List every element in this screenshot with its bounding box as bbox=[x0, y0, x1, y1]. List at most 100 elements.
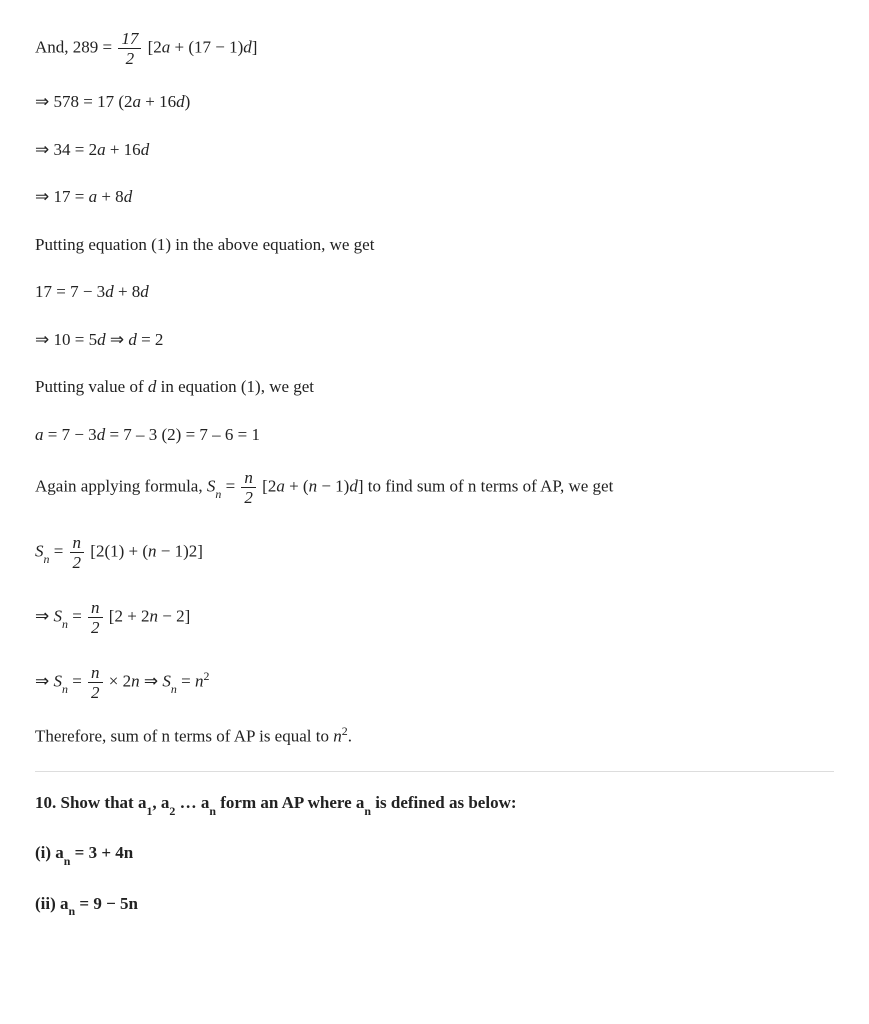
text: (ii) bbox=[35, 894, 60, 913]
step-equation-7: a = 7 − 3d = 7 – 3 (2) = 7 – 6 = 1 bbox=[35, 422, 834, 448]
text: in equation (1), we get bbox=[156, 377, 314, 396]
text: ⇒ bbox=[144, 671, 163, 690]
subscript-n: n bbox=[215, 487, 221, 501]
separator bbox=[35, 771, 834, 772]
text: form an AP where a bbox=[216, 793, 364, 812]
denominator: 2 bbox=[88, 618, 103, 636]
text: × 2 bbox=[109, 671, 131, 690]
text: And, bbox=[35, 37, 73, 56]
var-a: a bbox=[133, 92, 142, 111]
step-equation-6: ⇒ 10 = 5d ⇒ d = 2 bbox=[35, 327, 834, 353]
text: = bbox=[54, 541, 68, 560]
question-10: 10. Show that a1, a2 … an form an AP whe… bbox=[35, 790, 834, 818]
text: ] bbox=[252, 37, 258, 56]
text: − 1)2] bbox=[157, 541, 203, 560]
numerator: n bbox=[241, 469, 256, 488]
fraction: n 2 bbox=[88, 599, 103, 636]
denominator: 2 bbox=[88, 683, 103, 701]
step-equation-3: ⇒ 34 = 2a + 16d bbox=[35, 137, 834, 163]
text: = bbox=[181, 671, 195, 690]
numerator: 17 bbox=[118, 30, 141, 49]
var-d: d bbox=[128, 330, 137, 349]
subscript-n: n bbox=[62, 617, 68, 631]
fraction: 17 2 bbox=[118, 30, 141, 67]
text: + 8 bbox=[114, 282, 141, 301]
numerator: n bbox=[88, 664, 103, 683]
var-a: a bbox=[55, 843, 64, 862]
var-n: n bbox=[131, 671, 140, 690]
subscript-1: 1 bbox=[146, 804, 152, 818]
text: = bbox=[72, 606, 86, 625]
var-d: d bbox=[97, 330, 106, 349]
subscript-n: n bbox=[64, 854, 71, 868]
step-equation-10: ⇒ Sn = n 2 × 2n ⇒ Sn = n2 bbox=[35, 664, 834, 701]
text: , bbox=[152, 793, 161, 812]
var-S: S bbox=[35, 541, 44, 560]
question-10-i: (i) an = 3 + 4n bbox=[35, 840, 834, 868]
text: ] bbox=[358, 476, 364, 495]
text: − 2] bbox=[158, 606, 190, 625]
var-a: a bbox=[276, 476, 285, 495]
denominator: 2 bbox=[70, 553, 85, 571]
text: ⇒ bbox=[106, 330, 129, 349]
text: is defined as below: bbox=[371, 793, 516, 812]
text: [2 bbox=[148, 37, 162, 56]
var-d: d bbox=[105, 282, 114, 301]
var-a: a bbox=[89, 187, 98, 206]
text: Putting value of bbox=[35, 377, 148, 396]
var-a: a bbox=[60, 894, 69, 913]
text: + 8 bbox=[97, 187, 124, 206]
text: ⇒ 578 = 17 (2 bbox=[35, 92, 133, 111]
step-equation-9: ⇒ Sn = n 2 [2 + 2n − 2] bbox=[35, 599, 834, 636]
var-S: S bbox=[162, 671, 171, 690]
denominator: 2 bbox=[241, 488, 256, 506]
step-equation-4: ⇒ 17 = a + 8d bbox=[35, 184, 834, 210]
text: Therefore, sum of n terms of AP is equal… bbox=[35, 727, 333, 746]
text: 289 = bbox=[73, 37, 117, 56]
var-d: d bbox=[140, 282, 149, 301]
question-10-ii: (ii) an = 9 − 5n bbox=[35, 891, 834, 919]
text: + ( bbox=[285, 476, 309, 495]
text: to find sum of n terms of AP, we get bbox=[368, 476, 614, 495]
text: = 7 − 3 bbox=[44, 425, 97, 444]
var-d: d bbox=[124, 187, 133, 206]
explanation-2: Putting value of d in equation (1), we g… bbox=[35, 374, 834, 400]
explanation-1: Putting equation (1) in the above equati… bbox=[35, 232, 834, 258]
subscript-n: n bbox=[364, 804, 371, 818]
subscript-n: n bbox=[44, 552, 50, 566]
text: + 16 bbox=[106, 140, 141, 159]
var-S: S bbox=[54, 671, 63, 690]
text: ⇒ 34 = 2 bbox=[35, 140, 97, 159]
step-equation-5: 17 = 7 − 3d + 8d bbox=[35, 279, 834, 305]
text: = 7 – 3 (2) = 7 – 6 = 1 bbox=[105, 425, 260, 444]
superscript-2: 2 bbox=[203, 669, 209, 683]
text: [2 + 2 bbox=[109, 606, 150, 625]
text: − 1) bbox=[317, 476, 349, 495]
subscript-n: n bbox=[171, 682, 177, 696]
text: … bbox=[175, 793, 201, 812]
var-n: n bbox=[148, 541, 157, 560]
step-equation-8: Sn = n 2 [2(1) + (n − 1)2] bbox=[35, 534, 834, 571]
var-S: S bbox=[54, 606, 63, 625]
text: = 9 − 5n bbox=[75, 894, 138, 913]
text: Again applying formula, bbox=[35, 476, 207, 495]
step-equation-2: ⇒ 578 = 17 (2a + 16d) bbox=[35, 89, 834, 115]
fraction: n 2 bbox=[70, 534, 85, 571]
text: + 16 bbox=[141, 92, 176, 111]
text: [2(1) + ( bbox=[90, 541, 148, 560]
fraction: n 2 bbox=[88, 664, 103, 701]
var-a: a bbox=[97, 140, 106, 159]
var-d: d bbox=[176, 92, 185, 111]
var-d: d bbox=[349, 476, 358, 495]
subscript-n: n bbox=[69, 904, 76, 918]
fraction: n 2 bbox=[241, 469, 256, 506]
var-n: n bbox=[309, 476, 318, 495]
numerator: n bbox=[88, 599, 103, 618]
text: ) bbox=[185, 92, 191, 111]
var-d: d bbox=[97, 425, 106, 444]
subscript-n: n bbox=[209, 804, 216, 818]
text: [2 bbox=[262, 476, 276, 495]
text: 17 = 7 − 3 bbox=[35, 282, 105, 301]
text: = 3 + 4n bbox=[70, 843, 133, 862]
var-d: d bbox=[243, 37, 252, 56]
